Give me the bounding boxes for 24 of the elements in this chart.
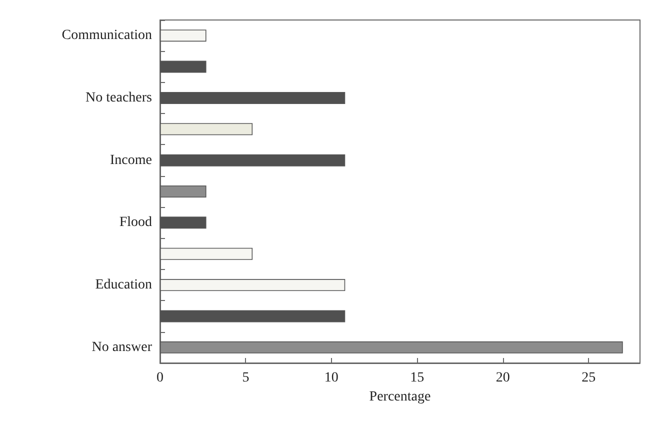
x-tick-label: 0 bbox=[156, 370, 164, 386]
bar bbox=[160, 310, 346, 322]
x-axis-title: Percentage bbox=[369, 389, 431, 404]
x-tick-label: 15 bbox=[410, 370, 424, 386]
y-tick-label: No answer bbox=[92, 340, 152, 355]
bar bbox=[160, 248, 253, 260]
x-tick-label: 20 bbox=[496, 370, 510, 386]
y-tick-label: Income bbox=[110, 152, 152, 168]
bar bbox=[160, 279, 346, 292]
bar bbox=[160, 186, 206, 198]
bar bbox=[160, 154, 346, 166]
y-tick-label: Education bbox=[95, 278, 152, 293]
bar bbox=[160, 216, 206, 229]
bar bbox=[160, 123, 253, 136]
bar bbox=[160, 30, 206, 42]
y-tick-label: Communication bbox=[62, 28, 152, 44]
bar bbox=[160, 341, 623, 354]
bar bbox=[160, 92, 346, 104]
x-tick-label: 25 bbox=[582, 370, 596, 386]
x-tick-label: 5 bbox=[242, 370, 250, 386]
y-tick-label: Flood bbox=[119, 215, 152, 230]
bar bbox=[160, 60, 206, 73]
x-tick-label: 10 bbox=[324, 370, 338, 386]
y-tick-label: No teachers bbox=[86, 90, 152, 106]
